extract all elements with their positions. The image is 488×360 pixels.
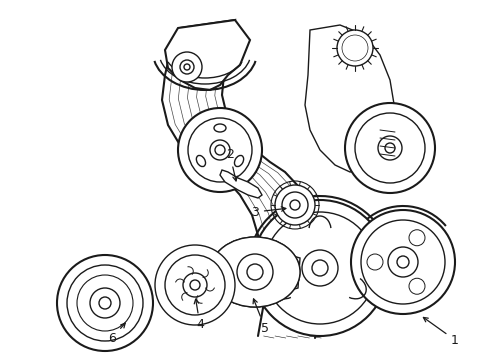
Circle shape (190, 280, 200, 290)
Circle shape (77, 275, 133, 331)
Circle shape (246, 264, 263, 280)
Circle shape (282, 192, 307, 218)
Circle shape (187, 118, 251, 182)
Ellipse shape (196, 156, 205, 167)
Circle shape (264, 212, 375, 324)
Circle shape (302, 250, 337, 286)
Circle shape (336, 30, 372, 66)
Circle shape (180, 60, 194, 74)
Ellipse shape (209, 237, 299, 307)
Text: 5: 5 (253, 299, 268, 334)
Circle shape (57, 255, 153, 351)
Polygon shape (162, 20, 327, 278)
Circle shape (377, 136, 401, 160)
Circle shape (408, 230, 424, 246)
Circle shape (311, 260, 327, 276)
Polygon shape (209, 245, 299, 300)
Circle shape (209, 140, 229, 160)
Circle shape (237, 254, 272, 290)
Circle shape (341, 35, 367, 61)
Ellipse shape (209, 237, 299, 307)
Text: 3: 3 (250, 206, 285, 219)
Circle shape (155, 245, 235, 325)
Circle shape (360, 220, 444, 304)
Circle shape (172, 52, 202, 82)
Circle shape (251, 200, 387, 336)
Circle shape (183, 64, 190, 70)
Circle shape (67, 265, 142, 341)
Text: 1: 1 (423, 318, 458, 346)
Circle shape (274, 185, 314, 225)
Circle shape (384, 143, 394, 153)
Circle shape (237, 254, 272, 290)
Circle shape (246, 264, 263, 280)
Ellipse shape (234, 156, 243, 167)
Circle shape (354, 113, 424, 183)
Circle shape (408, 278, 424, 294)
Polygon shape (164, 20, 249, 90)
Circle shape (387, 247, 417, 277)
Text: 4: 4 (194, 299, 203, 332)
Polygon shape (305, 25, 394, 172)
Circle shape (90, 288, 120, 318)
Circle shape (99, 297, 111, 309)
Circle shape (350, 210, 454, 314)
Text: 2: 2 (225, 148, 237, 181)
Text: 6: 6 (108, 323, 125, 345)
Polygon shape (220, 170, 262, 198)
Circle shape (178, 108, 262, 192)
Circle shape (215, 145, 224, 155)
Ellipse shape (214, 124, 225, 132)
Circle shape (366, 254, 382, 270)
Circle shape (183, 273, 206, 297)
Circle shape (396, 256, 408, 268)
Circle shape (345, 103, 434, 193)
Circle shape (289, 200, 299, 210)
Circle shape (164, 255, 224, 315)
